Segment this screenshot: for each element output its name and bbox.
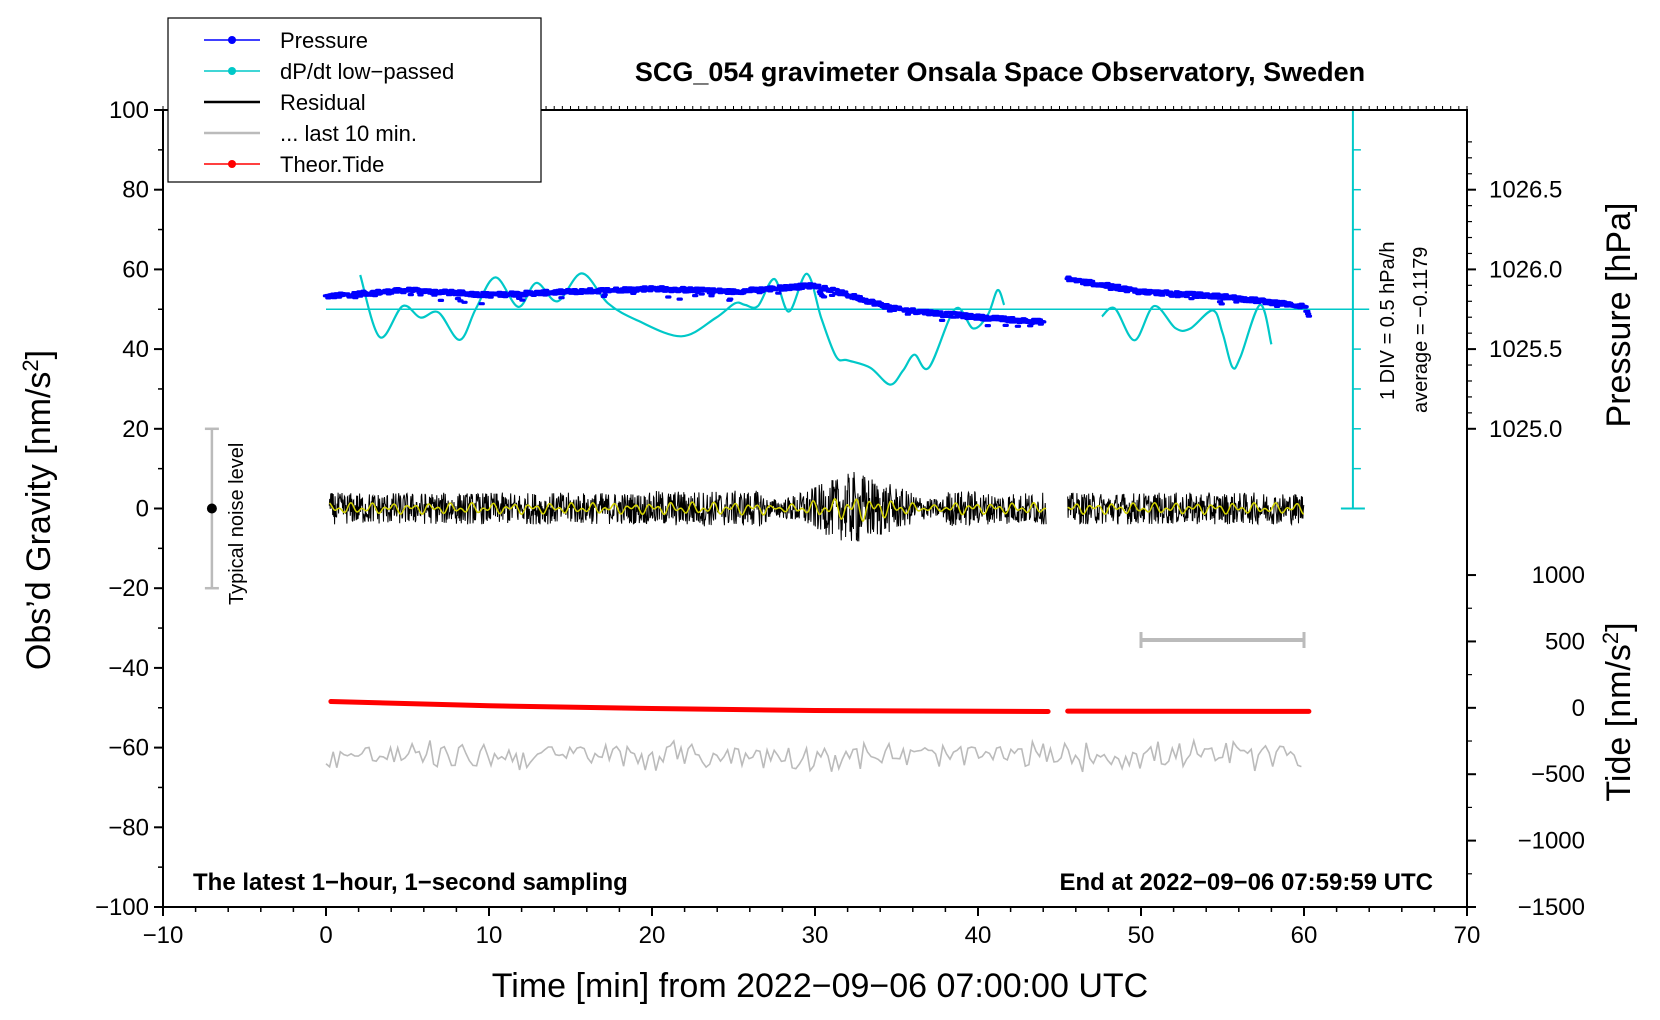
legend-marker [228,36,236,44]
x-tick-label: 70 [1454,922,1481,949]
last-10-min-line [325,737,1302,773]
x-tick-label: 30 [802,922,829,949]
annotations: SCG_054 gravimeter Onsala Space Observat… [18,57,1638,1005]
y-axis-title-tide: Tide [nm/s2] [1598,622,1638,801]
residual-line [1067,492,1305,527]
noise-level-label: Typical noise level [226,443,248,605]
residual-smoothed-line [1067,502,1304,515]
y-axis-title-pressure: Pressure [hPa] [1600,203,1638,428]
legend-label: Pressure [280,28,368,53]
noise-bar-dot [206,503,217,514]
average-label: average = −0.1179 [1410,247,1432,413]
pressure-tick-label: 1025.0 [1489,416,1562,443]
tide-line [328,699,1051,714]
pressure-points [1064,275,1313,318]
div-label: 1 DIV = 0.5 hPa/h [1377,242,1399,400]
x-tick-label: 10 [476,922,503,949]
legend-label: dP/dt low−passed [280,59,454,84]
dpdt-line [1101,303,1273,370]
y-tick-label: −40 [108,655,149,682]
y-tick-label: 100 [109,97,149,124]
y-tick-label: −60 [108,735,149,762]
residual-smoothed-line [329,497,1047,523]
legend-box [167,17,542,183]
legend-label: Theor.Tide [280,152,384,177]
y-axis-title-gravity: Obs’d Gravity [nm/s2] [18,350,58,670]
x-tick-label: 50 [1128,922,1155,949]
x-tick-label: −10 [143,922,184,949]
legend: Pressure dP/dt low−passed Residual ... last… [167,17,542,183]
y-tick-label: 20 [122,416,149,443]
x-tick-label: 60 [1291,922,1318,949]
x-tick-label: 40 [965,922,992,949]
dpdt-line [359,272,1006,386]
y-tick-label: 40 [122,336,149,363]
pressure-tick-label: 1026.0 [1489,256,1562,283]
tide-tick-label: −1500 [1518,894,1585,921]
axes: −10 0 10 20 30 40 50 60 70−100−80−60−40−20020406… [95,97,1585,949]
bottom-right-note: End at 2022−09−06 07:59:59 UTC [1059,869,1433,896]
y-tick-label: 60 [122,256,149,283]
x-axis-title: Time [min] from 2022−09−06 07:00:00 UTC [492,967,1148,1005]
tide-tick-label: 0 [1572,695,1585,722]
data-layer [204,109,1370,773]
pressure-points [322,282,1047,328]
tide-tick-label: −1000 [1518,828,1585,855]
x-tick-label: 0 [319,922,332,949]
x-tick-label: 20 [639,922,666,949]
bottom-left-note: The latest 1−hour, 1−second sampling [193,869,628,896]
legend-label: ... last 10 min. [280,121,417,146]
tide-tick-label: 500 [1545,628,1585,655]
y-tick-label: −20 [108,575,149,602]
tide-tick-label: 1000 [1532,562,1585,589]
legend-label: Residual [280,90,366,115]
legend-marker [228,160,236,168]
y-tick-label: 0 [136,496,149,523]
legend-marker [228,67,236,75]
y-tick-label: −100 [95,894,149,921]
chart-title: SCG_054 gravimeter Onsala Space Observat… [635,57,1365,87]
residual-line [328,471,1047,542]
tide-tick-label: −500 [1531,761,1585,788]
pressure-tick-label: 1026.5 [1489,177,1562,204]
y-tick-label: −80 [108,814,149,841]
pressure-tick-label: 1025.5 [1489,336,1562,363]
y-tick-label: 80 [122,177,149,204]
